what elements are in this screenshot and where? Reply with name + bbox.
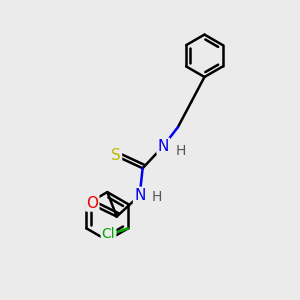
Text: O: O: [86, 196, 98, 211]
Text: Cl: Cl: [102, 227, 115, 241]
Text: N: N: [134, 188, 146, 203]
Text: H: H: [152, 190, 162, 204]
Text: S: S: [111, 148, 121, 163]
Text: H: H: [175, 145, 185, 158]
Text: N: N: [158, 139, 169, 154]
